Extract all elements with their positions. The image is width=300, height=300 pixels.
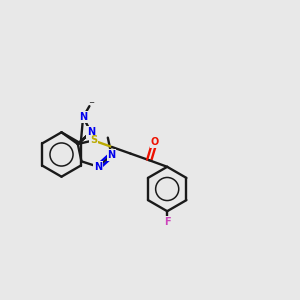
Text: O: O	[151, 137, 159, 147]
Text: F: F	[164, 217, 170, 227]
Text: N: N	[107, 150, 116, 160]
Text: S: S	[90, 135, 97, 146]
Text: N: N	[94, 162, 102, 172]
Text: N: N	[87, 127, 95, 137]
Text: N: N	[79, 112, 87, 122]
Text: ─: ─	[89, 100, 94, 106]
